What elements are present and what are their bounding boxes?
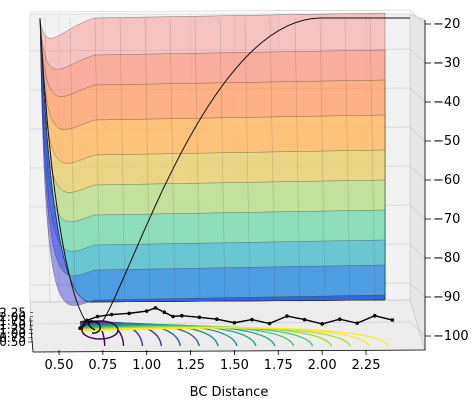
z-gridline-side	[409, 165, 426, 181]
y-tick-label: 1.25	[0, 322, 26, 336]
surface-mesh-line	[169, 17, 176, 303]
trajectory-point	[285, 314, 289, 318]
y-tick-label: 2.25	[0, 306, 26, 320]
x-tick-label: 0.50	[45, 358, 74, 373]
x-tick-label: 2.25	[352, 358, 381, 373]
surface-mesh-line	[119, 17, 126, 303]
x-tick-label: 1.25	[176, 358, 205, 373]
trajectory-point	[267, 321, 272, 326]
y-axis: 0.500.751.001.251.501.752.002.25	[0, 306, 34, 353]
z-tick-label: −70	[433, 212, 460, 227]
trajectory	[78, 306, 395, 334]
grid-lines	[29, 9, 426, 337]
surface-mesh-line	[94, 17, 101, 303]
trajectory-point	[95, 314, 100, 319]
z-tick-label: −90	[433, 290, 460, 305]
surface-mesh-line	[69, 17, 76, 303]
trajectory-point	[109, 312, 114, 317]
trajectory-line	[79, 307, 393, 329]
surface-mesh-line	[244, 17, 251, 303]
z-gridline	[29, 204, 411, 208]
trajectory-point	[180, 313, 184, 318]
surface-mesh-line	[369, 17, 376, 303]
trajectory-point	[250, 317, 254, 322]
trajectory-point	[171, 314, 175, 319]
energy-surface	[39, 12, 410, 331]
z-gridline	[29, 165, 411, 169]
z-gridline	[29, 282, 411, 286]
x-tick-label: 1.00	[132, 358, 161, 373]
surface-mesh-line	[44, 17, 51, 303]
z-tick-label: −50	[433, 134, 460, 149]
y-tick-label: 0.75	[0, 331, 26, 345]
y-tick-label: 2.00	[0, 310, 26, 324]
z-gridline-side	[409, 9, 426, 25]
right-wall-panel	[409, 13, 426, 351]
x-axis: 0.50 0.75 1.00 1.25 1.50 1.75 2.00 2.25	[32, 349, 426, 373]
floor-contours	[79, 320, 389, 347]
z-tick-label: −80	[433, 251, 460, 266]
trajectory-floor-projection	[88, 320, 102, 334]
x-axis-line	[32, 349, 426, 353]
z-gridline-side	[409, 282, 426, 298]
z-axis: −100 −90 −80 −70 −60 −50 −40 −30 −20	[424, 17, 469, 350]
trajectory-point	[85, 318, 89, 323]
trajectory-point	[127, 311, 131, 316]
x-tick-label: 1.50	[220, 358, 249, 373]
x-axis-label: BC Distance	[190, 385, 269, 400]
floor-contour-minimum	[81, 320, 119, 340]
z-tick-label: −100	[433, 329, 469, 344]
back-panels	[29, 13, 426, 353]
trajectory-point	[390, 318, 395, 322]
trajectory-point	[162, 310, 167, 315]
z-gridline	[29, 48, 411, 52]
surface-mesh-line	[219, 17, 226, 303]
surface-mesh-line	[144, 17, 151, 303]
surface-mesh-line	[319, 17, 326, 303]
trajectory-point	[144, 309, 149, 313]
x-tick-label: 1.75	[264, 358, 293, 373]
surface-mesh-line	[294, 17, 301, 303]
surface-band	[39, 17, 386, 306]
z-gridline-side	[409, 243, 426, 259]
y-tick-label: 1.50	[0, 318, 26, 332]
x-tick-label: 2.00	[308, 358, 337, 373]
floor-contour	[79, 327, 389, 347]
z-gridline	[29, 126, 411, 130]
y-axis-line	[29, 317, 34, 353]
trajectory-point	[197, 315, 202, 320]
trajectory-point	[372, 313, 377, 318]
y-tick-label: 1.75	[0, 314, 26, 328]
z-gridline	[29, 9, 411, 13]
trajectory-point	[153, 306, 158, 310]
trajectory-point	[232, 320, 237, 325]
z-tick-label: −40	[433, 95, 460, 110]
surface-mesh-line	[194, 17, 201, 303]
y-tick-label: 0.50	[0, 335, 26, 349]
z-tick-label: −60	[433, 173, 460, 188]
y-tick-label: 1.00	[0, 327, 26, 341]
z-tick-label: −30	[433, 56, 460, 71]
z-gridline-side	[409, 321, 426, 337]
x-tick-label: 0.75	[88, 358, 117, 373]
z-gridline-side	[409, 126, 426, 142]
z-gridline-side	[409, 204, 426, 220]
trajectory-point	[215, 317, 219, 322]
trajectory-point	[302, 317, 307, 322]
z-tick-label: −20	[433, 17, 460, 32]
trajectory-point	[78, 326, 82, 331]
trajectory-point	[355, 321, 360, 325]
surface-mesh-line	[269, 17, 276, 303]
z-gridline-side	[409, 48, 426, 64]
z-gridline	[29, 243, 411, 247]
trajectory-point	[320, 322, 324, 326]
surface-mesh-line	[344, 17, 351, 303]
z-gridline-side	[409, 87, 426, 103]
trajectory-point	[337, 317, 342, 322]
